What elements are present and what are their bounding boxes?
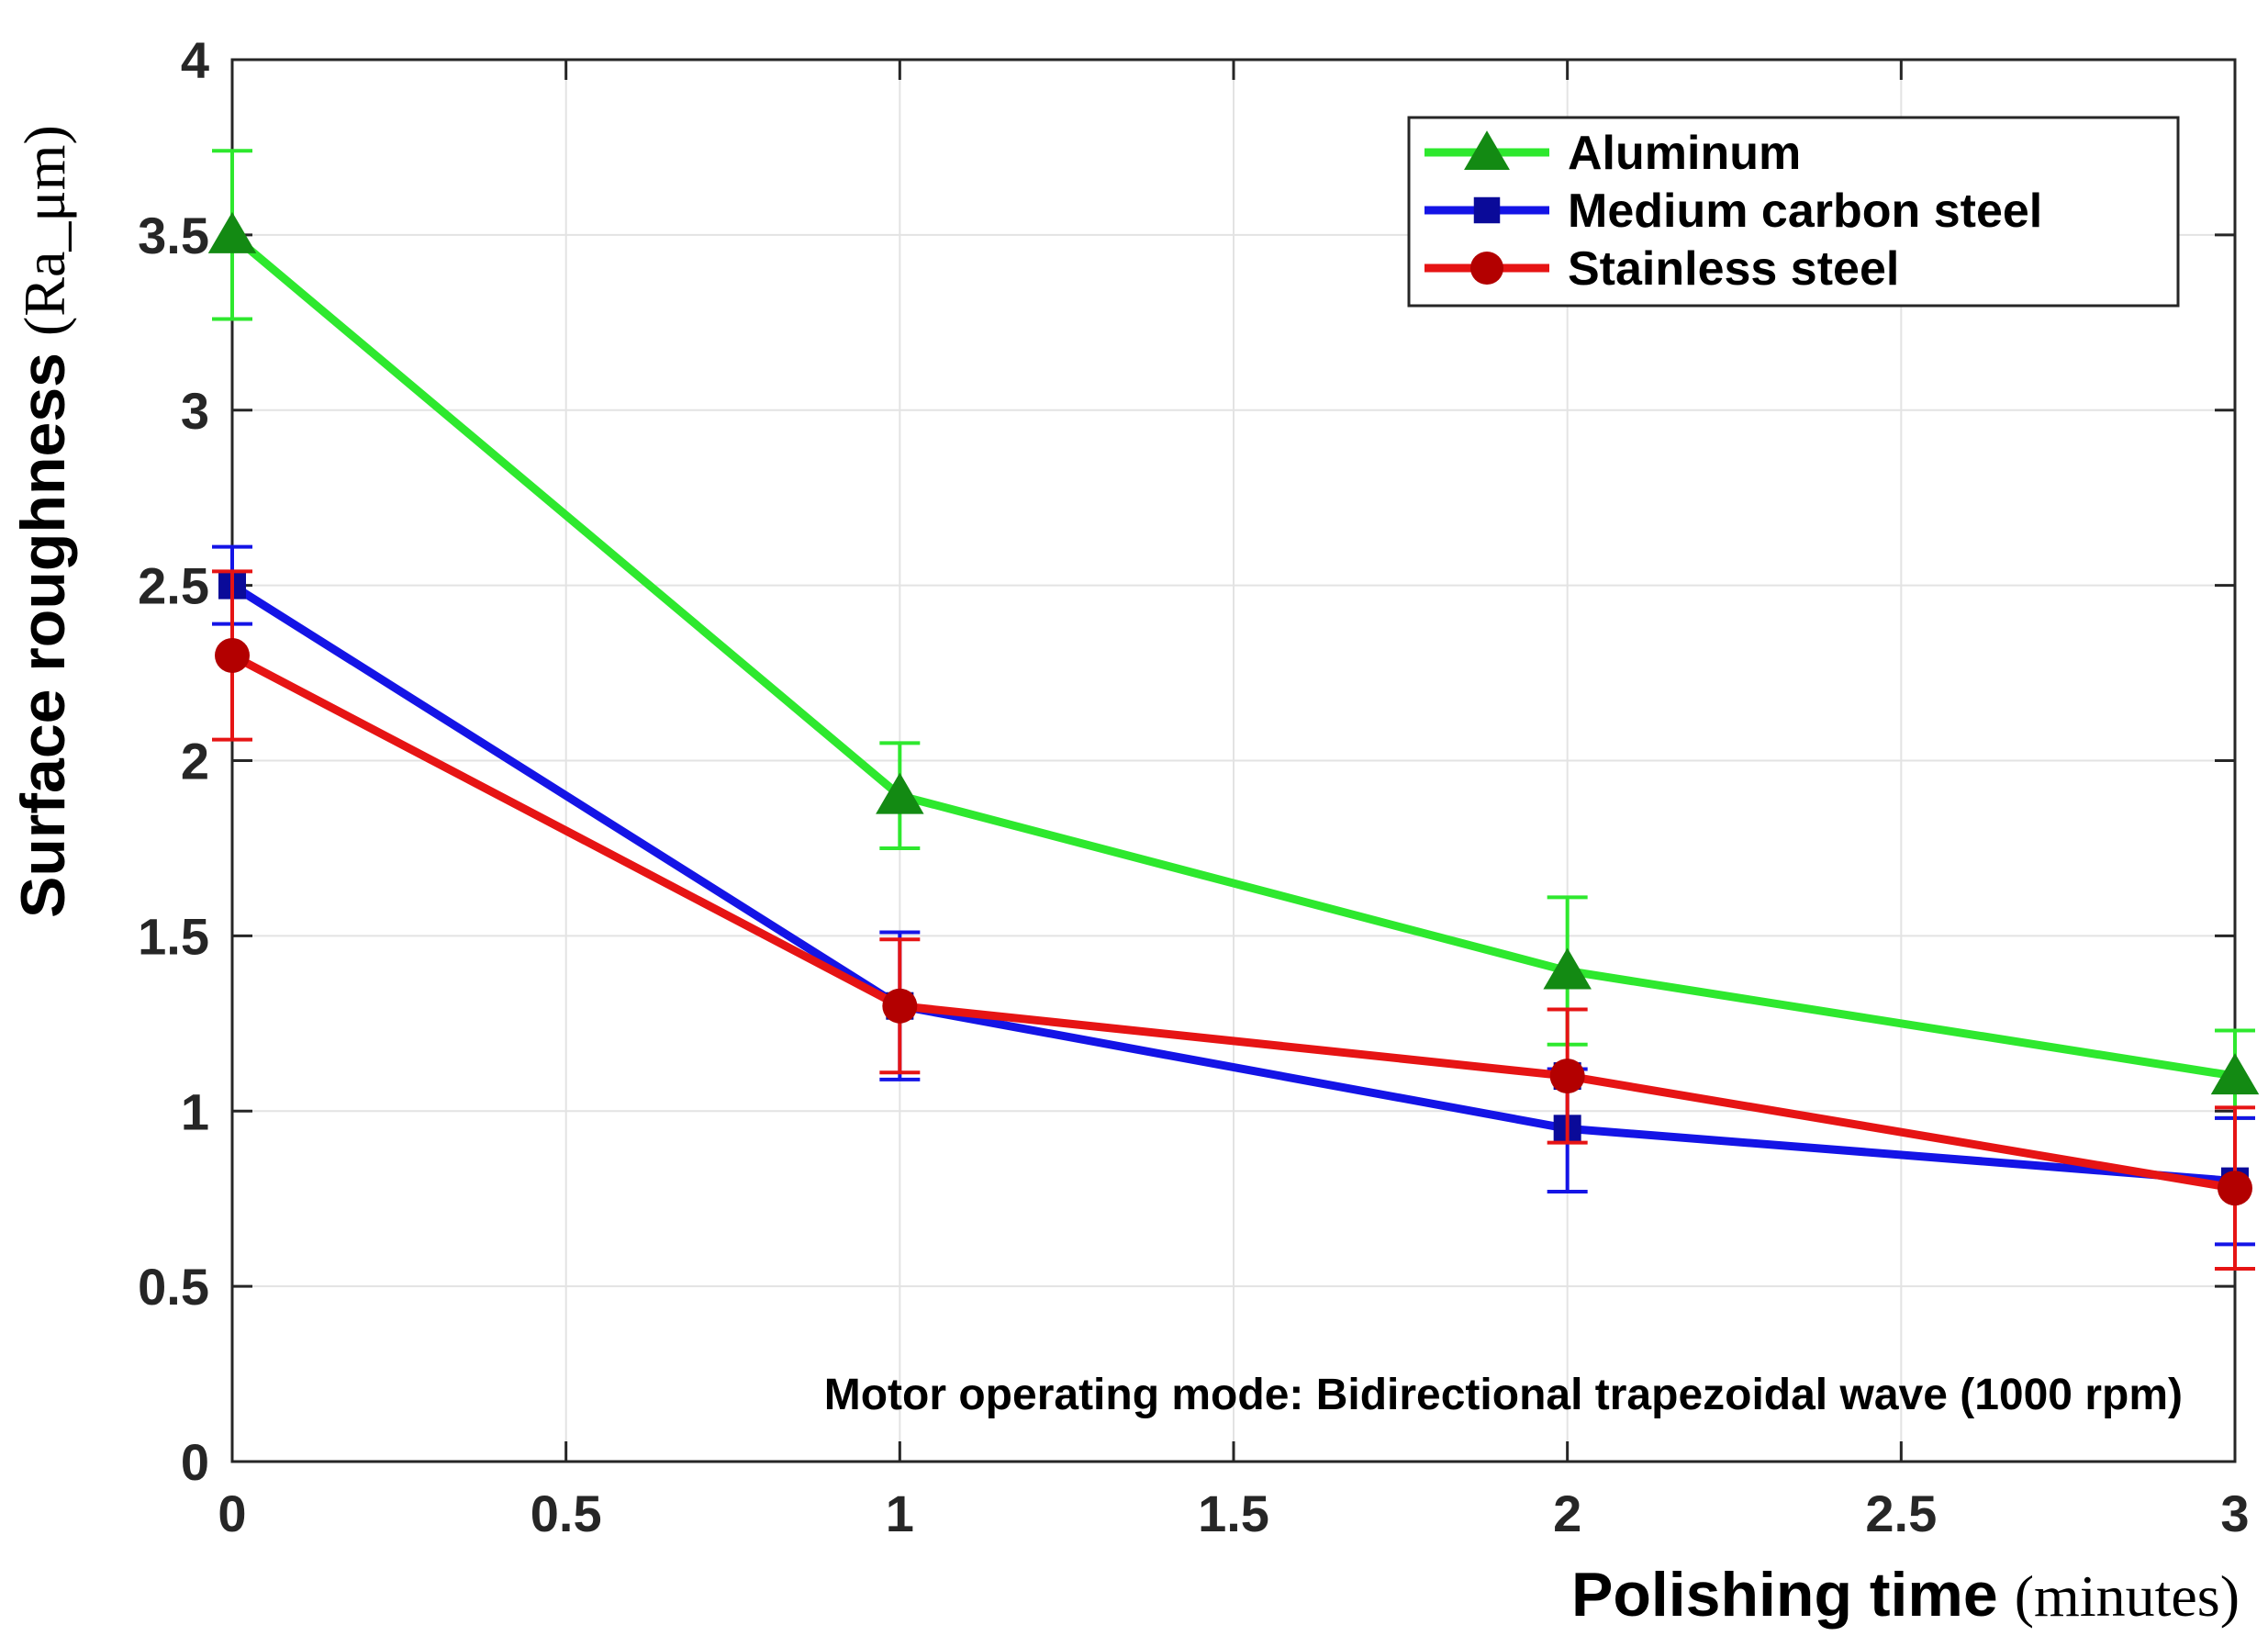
y-tick-label: 0 [181, 1433, 209, 1491]
legend-marker [1469, 251, 1504, 286]
legend-item-stainless-steel: Stainless steel [1424, 242, 1899, 296]
y-tick-label: 2.5 [138, 557, 209, 615]
x-tick-label: 1 [886, 1485, 914, 1542]
series-layer [207, 149, 2260, 1272]
y-axis-label: Surface roughness [8, 353, 78, 918]
y-tick-label: 3 [181, 382, 209, 440]
x-axis-unit: (minutes) [2015, 1563, 2240, 1629]
legend-label: Stainless steel [1568, 242, 1899, 296]
series-aluminum [207, 149, 2260, 1120]
legend-item-medium-carbon-steel: Medium carbon steel [1424, 185, 2042, 238]
y-tick-label: 2 [181, 733, 209, 790]
x-tick-label: 0.5 [531, 1485, 602, 1542]
legend-label: Medium carbon steel [1568, 185, 2042, 238]
legend-marker [1473, 196, 1501, 224]
data-point [207, 211, 257, 253]
x-tick-label: 2 [1553, 1485, 1581, 1542]
y-axis-title: Surface roughness (Ra_μm) [8, 125, 78, 918]
data-point [882, 988, 918, 1024]
series-line [229, 581, 2236, 1186]
series-line [229, 651, 2236, 1193]
y-tick-label: 4 [181, 31, 209, 89]
data-point [1549, 1059, 1585, 1094]
legend-label: Aluminum [1568, 127, 1801, 180]
data-point [2218, 1171, 2252, 1206]
x-tick-label: 3 [2220, 1485, 2249, 1542]
x-tick-label: 2.5 [1865, 1485, 1937, 1542]
y-axis-unit: (Ra_μm) [12, 125, 77, 336]
series-stainless-steel [212, 569, 2255, 1272]
y-tick-label: 1.5 [138, 907, 209, 965]
tick-labels: 0 0.5 1 1.5 2 2.5 3 0 0.5 1 1.5 2 2.5 3 3.5 4 [138, 31, 2249, 1542]
data-point [876, 772, 924, 814]
x-axis-label: Polishing time [1571, 1560, 1998, 1630]
series-line [229, 231, 2236, 1081]
x-tick-label: 1.5 [1198, 1485, 1269, 1542]
annotation-text: Motor operating mode: Bidirectional trap… [824, 1371, 2183, 1419]
x-tick-label: 0 [218, 1485, 246, 1542]
data-point [1543, 947, 1592, 990]
legend-marker [1464, 130, 1510, 170]
y-tick-label: 0.5 [138, 1258, 209, 1316]
x-axis-title: Polishing time (minutes) [1571, 1560, 2240, 1630]
y-tick-label: 1 [181, 1082, 209, 1140]
legend-item-aluminum: Aluminum [1424, 127, 1801, 180]
data-point [2210, 1053, 2260, 1095]
data-point [215, 637, 250, 673]
y-tick-label: 3.5 [138, 207, 209, 264]
